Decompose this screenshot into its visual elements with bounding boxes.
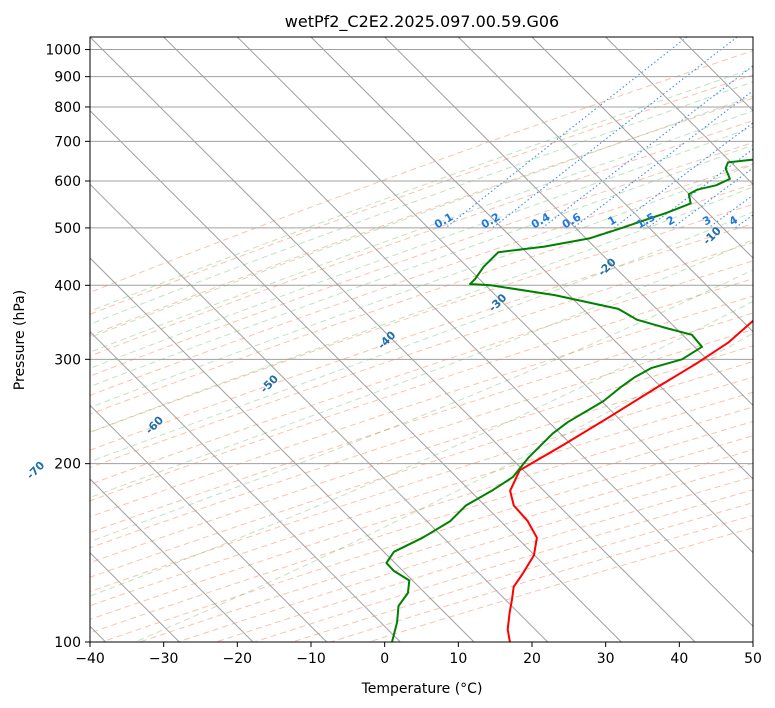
dry-adiabat	[90, 97, 753, 337]
background-lines	[90, 37, 753, 642]
mixing-ratio-line	[542, 65, 753, 229]
mixing-ratio-line	[492, 37, 738, 229]
moist-adiabat	[90, 110, 753, 353]
dry-adiabat	[90, 278, 753, 502]
dry-adiabat	[90, 312, 753, 534]
dry-adiabat	[90, 163, 753, 396]
dewpoint-line	[385, 158, 753, 642]
x-tick-label: −40	[75, 651, 105, 667]
x-tick-label: −20	[223, 651, 253, 667]
moist-adiabat	[90, 186, 753, 433]
profile-lines	[385, 158, 753, 642]
dry-adiabat	[90, 142, 753, 377]
plot-frame	[89, 36, 754, 643]
moist-adiabat	[90, 126, 753, 369]
x-tick-label: 50	[744, 651, 762, 667]
isotherm	[163, 37, 753, 628]
moist-adiabat	[90, 81, 753, 325]
isotherm	[90, 330, 401, 642]
x-tick-label: 40	[670, 651, 688, 667]
x-tick-label: 20	[523, 651, 541, 667]
y-tick-label: 800	[54, 100, 81, 116]
moist-adiabat	[90, 95, 753, 339]
dry-adiabat	[90, 361, 753, 578]
dry-adiabat	[90, 391, 753, 607]
x-tick-label: 30	[597, 651, 615, 667]
x-tick-label: −30	[149, 651, 179, 667]
dry-adiabat	[90, 183, 753, 415]
isotherm	[457, 37, 753, 333]
isotherm	[90, 257, 475, 642]
x-axis-title: Temperature (°C)	[361, 681, 483, 697]
isotherm	[90, 404, 328, 642]
moist-adiabat	[90, 211, 753, 463]
mixing-ratio-line	[672, 167, 753, 229]
isotherm	[90, 37, 696, 642]
moist-adiabat	[90, 164, 753, 408]
y-axis: 100 200 300 400 500 600 700 800 900 1000	[45, 43, 90, 651]
isotherm	[531, 37, 753, 259]
moist-adiabat	[134, 332, 753, 642]
dry-adiabat	[90, 260, 753, 485]
chart-title: wetPf2_C2E2.2025.097.00.59.G06	[285, 12, 559, 32]
mixing-ratio-line	[572, 90, 753, 229]
x-tick-label: −10	[296, 651, 326, 667]
dry-adiabat	[90, 74, 753, 315]
dry-adiabat	[90, 50, 753, 293]
moist-adiabat	[90, 67, 753, 312]
isotherm	[90, 183, 549, 642]
isotherm	[605, 37, 753, 186]
x-tick-label: 0	[380, 651, 389, 667]
x-axis: −40 −30 −20 −10 0 10 20 30 40 50	[75, 642, 762, 667]
dry-adiabat	[90, 120, 753, 357]
temperature-line	[506, 319, 753, 642]
y-tick-label: 700	[54, 134, 81, 150]
y-tick-label: 200	[54, 457, 81, 473]
y-tick-label: 300	[54, 352, 81, 368]
y-tick-label: 1000	[45, 43, 81, 59]
y-axis-title: Pressure (hPa)	[12, 290, 28, 390]
isotherm	[90, 478, 254, 642]
dry-adiabat	[90, 329, 753, 549]
isotherm	[90, 109, 622, 642]
y-tick-label: 100	[54, 635, 81, 651]
grid-lines	[90, 37, 753, 642]
isotherm	[236, 37, 753, 554]
y-tick-label: 900	[54, 70, 81, 86]
moist-adiabat	[90, 144, 753, 388]
y-tick-label: 400	[54, 278, 81, 294]
dry-adiabat	[90, 223, 753, 451]
y-tick-label: 500	[54, 221, 81, 237]
isotherm	[310, 37, 753, 480]
isotherm	[384, 37, 753, 407]
x-tick-label: 10	[449, 651, 467, 667]
y-tick-label: 600	[54, 174, 81, 190]
